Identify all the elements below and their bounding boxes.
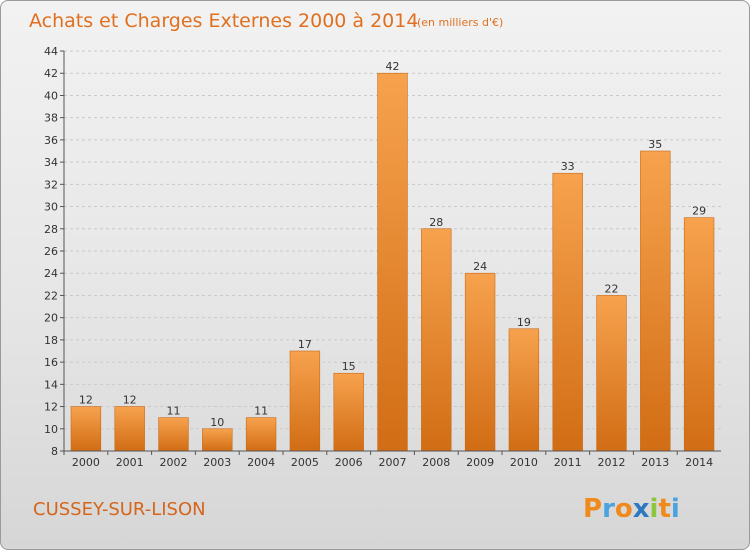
value-label: 35 — [648, 138, 662, 151]
value-label: 11 — [167, 405, 181, 418]
value-label: 17 — [298, 338, 312, 351]
logo-letter: r — [602, 494, 615, 524]
y-tick-label: 8 — [51, 445, 58, 458]
y-tick-label: 44 — [44, 45, 58, 58]
bar — [333, 372, 364, 452]
logo-letter: P — [583, 494, 602, 524]
bar — [289, 350, 321, 452]
y-tick-label: 32 — [44, 178, 58, 191]
bar — [640, 150, 671, 452]
x-tick-label: 2014 — [685, 456, 713, 469]
y-tick-label: 14 — [44, 378, 58, 391]
bar — [245, 417, 277, 452]
value-label: 33 — [561, 160, 575, 173]
x-tick-label: 2008 — [422, 456, 450, 469]
x-tick-label: 2001 — [116, 456, 144, 469]
bar — [158, 417, 189, 452]
y-tick-label: 20 — [44, 312, 58, 325]
y-tick-label: 26 — [44, 245, 58, 258]
bar — [596, 295, 627, 452]
y-tick-label: 28 — [44, 223, 58, 236]
y-tick-label: 34 — [44, 156, 58, 169]
value-label: 12 — [79, 394, 93, 407]
x-tick-label: 2012 — [598, 456, 626, 469]
bar — [464, 272, 496, 452]
x-tick-label: 2003 — [203, 456, 231, 469]
y-axis: 8 10 12 14 16 18 20 22 24 26 28 30 32 34 36 38 40 42 44 — [44, 45, 64, 458]
value-label: 19 — [517, 316, 531, 329]
x-tick-label: 2009 — [466, 456, 494, 469]
bar — [421, 228, 452, 452]
bar — [552, 172, 583, 452]
value-label: 42 — [386, 60, 400, 73]
x-tick-label: 2004 — [247, 456, 275, 469]
bar — [202, 428, 233, 452]
y-tick-label: 18 — [44, 334, 58, 347]
logo-letter: t — [658, 494, 670, 524]
y-tick-label: 36 — [44, 134, 58, 147]
logo-letter: i — [671, 494, 680, 524]
value-label: 28 — [429, 216, 443, 229]
value-label: 10 — [210, 416, 224, 429]
value-label: 11 — [254, 405, 268, 418]
logo-letter: x — [633, 494, 650, 524]
proxiti-logo: Proxiti — [583, 494, 680, 524]
value-label: 15 — [342, 360, 356, 373]
bar — [377, 72, 408, 452]
value-label: 12 — [123, 394, 137, 407]
y-tick-label: 30 — [44, 201, 58, 214]
y-tick-label: 38 — [44, 112, 58, 125]
bar — [508, 328, 540, 452]
x-tick-label: 2000 — [72, 456, 100, 469]
x-tick-label: 2002 — [160, 456, 188, 469]
x-tick-label: 2011 — [554, 456, 582, 469]
value-label: 29 — [692, 205, 706, 218]
value-label: 22 — [605, 282, 619, 295]
y-tick-label: 22 — [44, 289, 58, 302]
y-tick-label: 40 — [44, 89, 58, 102]
x-tick-label: 2005 — [291, 456, 319, 469]
x-tick-label: 2007 — [379, 456, 407, 469]
place-name: CUSSEY-SUR-LISON — [33, 499, 206, 520]
y-tick-label: 24 — [44, 267, 58, 280]
y-tick-label: 12 — [44, 401, 58, 414]
y-tick-label: 16 — [44, 356, 58, 369]
x-axis: 2000 2001 2002 2003 2004 2005 2006 2007 2008 2009… — [63, 451, 713, 469]
bar — [683, 217, 715, 452]
y-tick-label: 42 — [44, 67, 58, 80]
bars: 12 12 11 10 11 17 15 42 28 24 19 33 22 35 29 — [70, 60, 715, 452]
chart-subtitle: (en milliers d'€) — [417, 16, 503, 29]
x-tick-label: 2006 — [335, 456, 363, 469]
chart-title: Achats et Charges Externes 2000 à 2014 — [29, 10, 418, 32]
x-tick-label: 2013 — [641, 456, 669, 469]
logo-letter: i — [650, 494, 659, 524]
bar — [114, 406, 145, 452]
value-label: 24 — [473, 260, 487, 273]
bar — [70, 406, 102, 452]
x-tick-label: 2010 — [510, 456, 538, 469]
logo-letter: o — [615, 494, 633, 524]
y-tick-label: 10 — [44, 423, 58, 436]
